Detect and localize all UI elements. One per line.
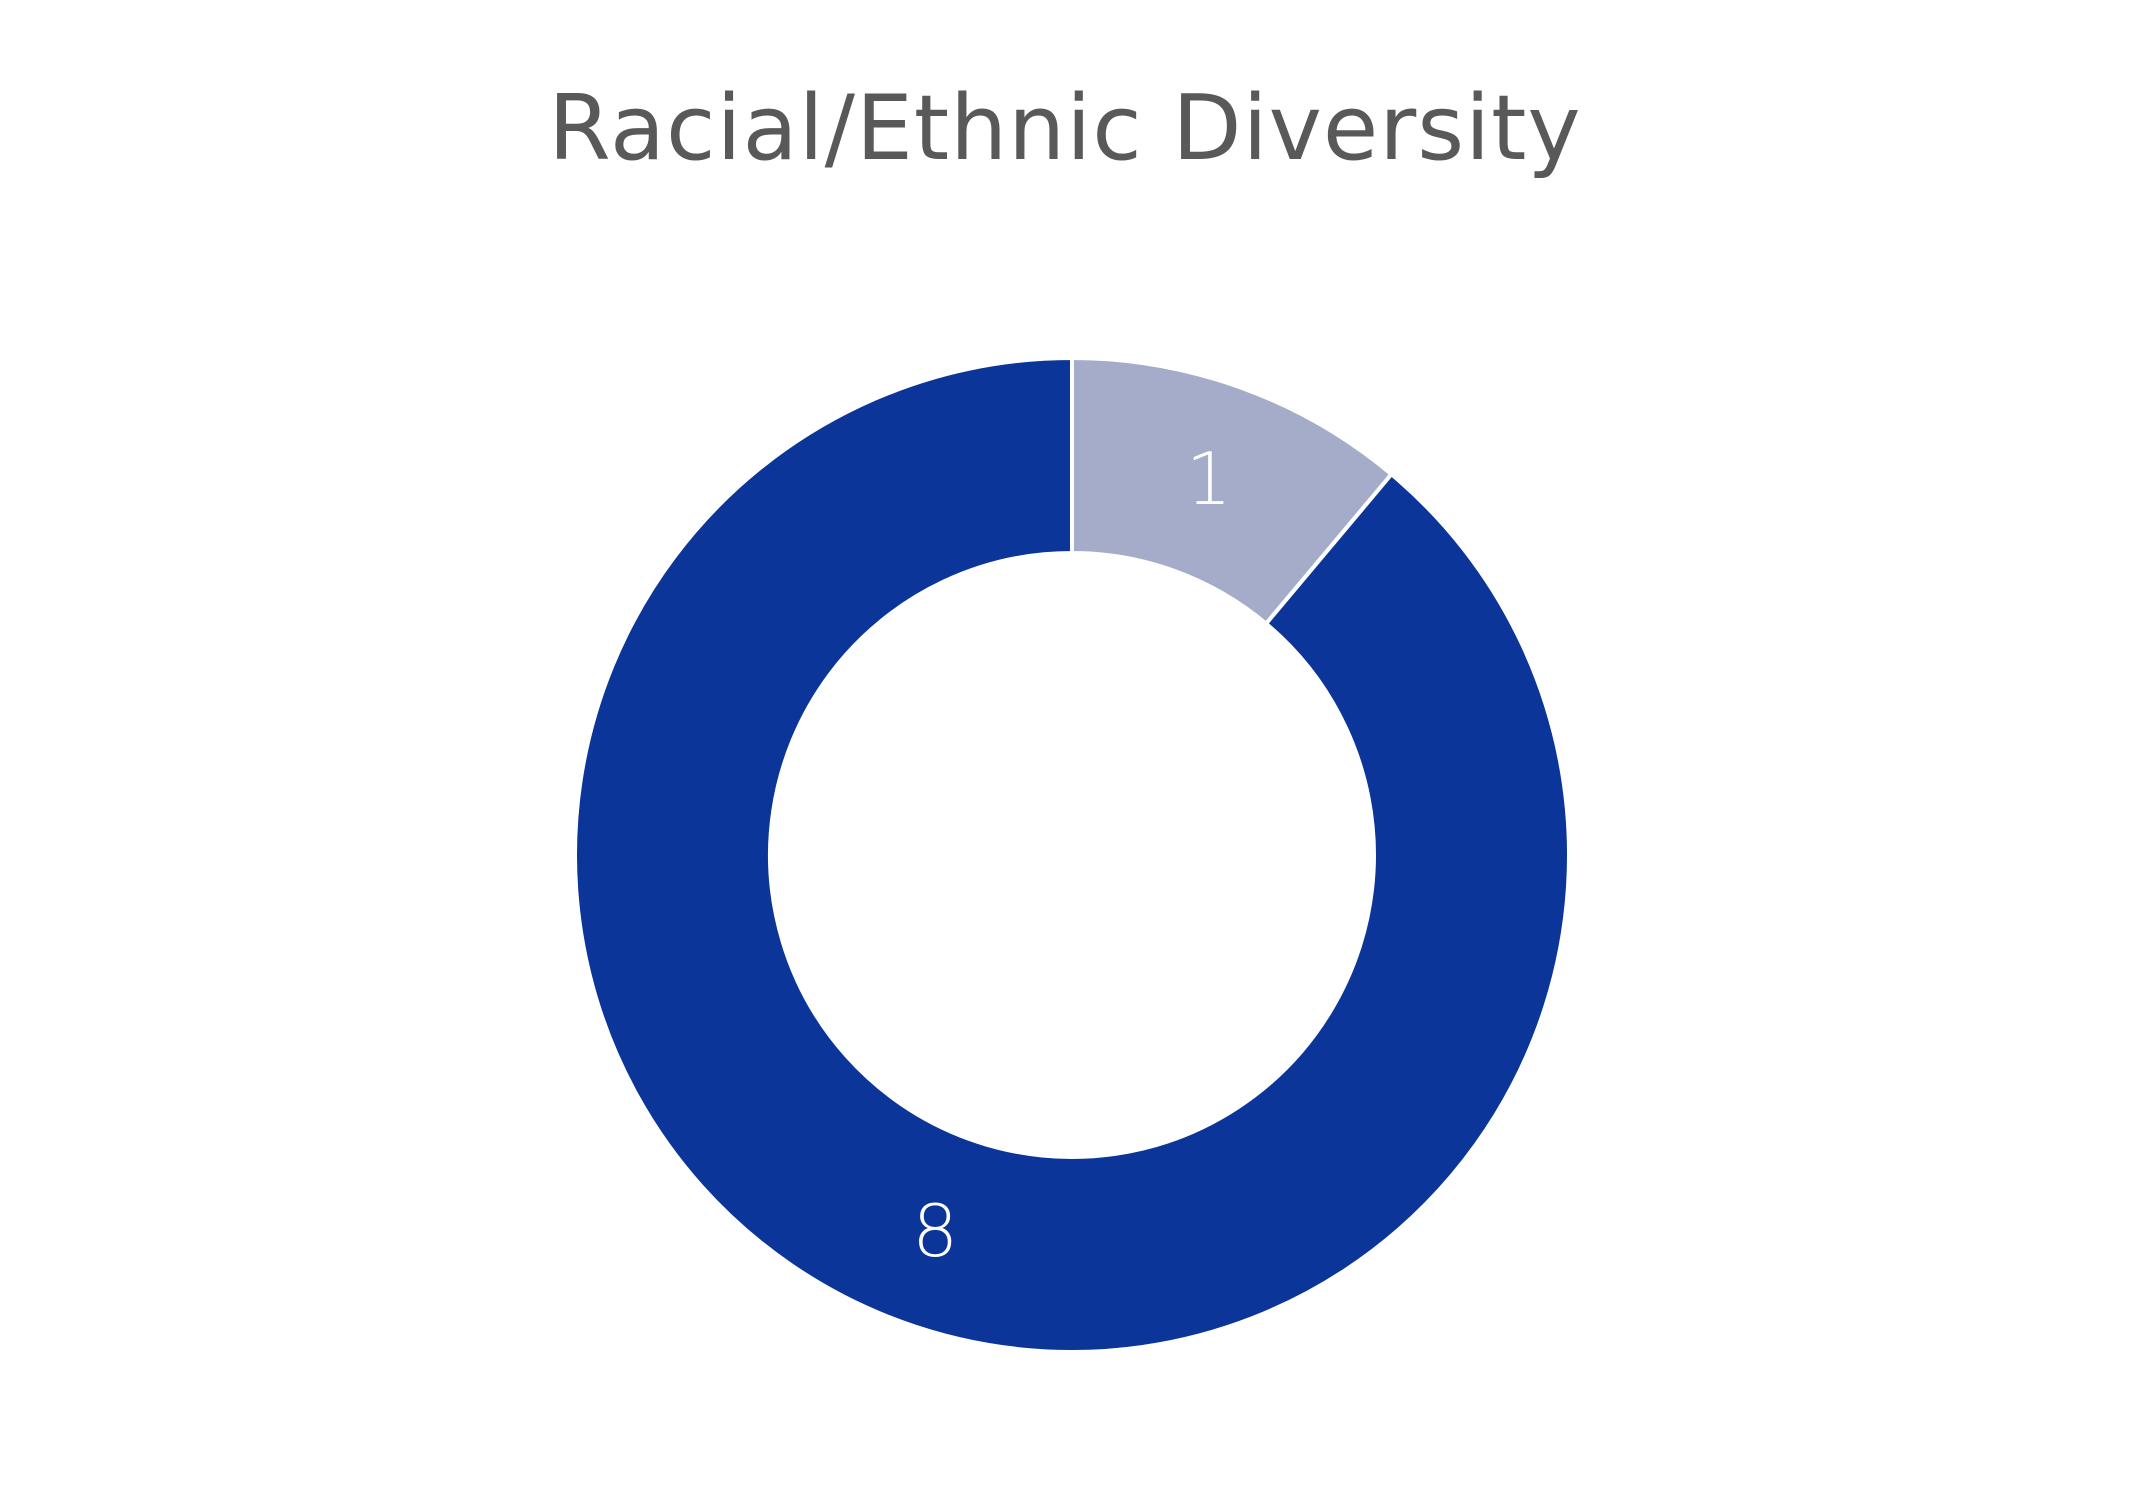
donut-labels: 18 <box>912 437 1231 1273</box>
donut-slice <box>573 355 1571 1354</box>
slice-data-label: 1 <box>1186 437 1232 521</box>
chart-title: Racial/Ethnic Diversity <box>548 76 1582 181</box>
slice-data-label: 8 <box>912 1189 958 1273</box>
donut-slices <box>573 355 1571 1354</box>
